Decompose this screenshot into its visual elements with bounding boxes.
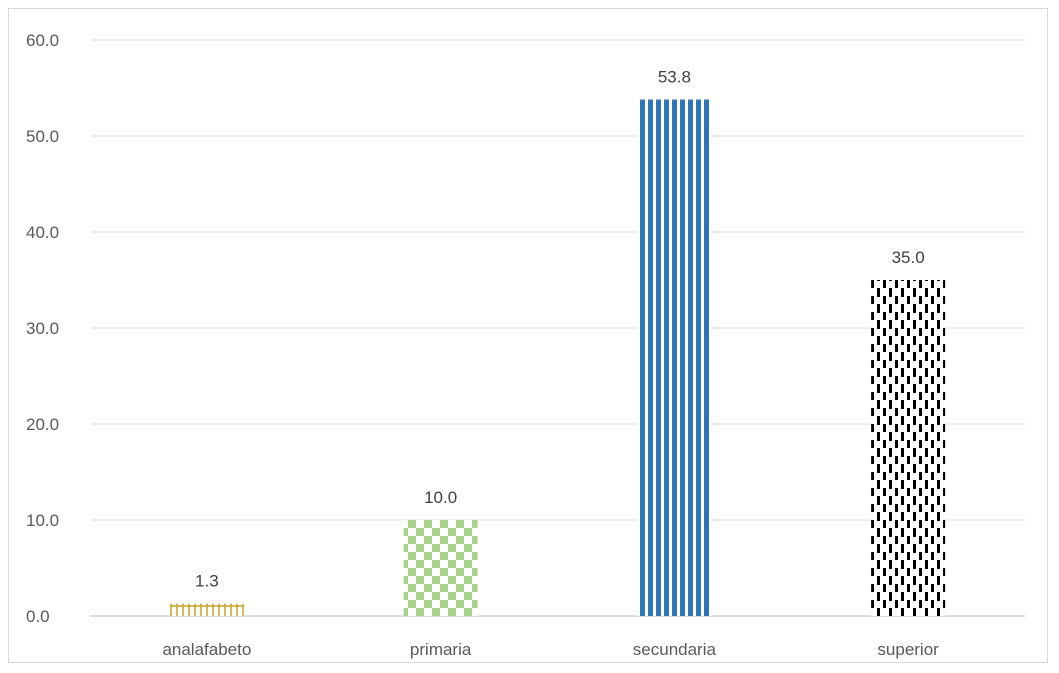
y-axis-ticks: 0.0 10.0 20.0 30.0 40.0 50.0 60.0 — [26, 31, 59, 626]
bar-superior — [871, 280, 946, 616]
y-tick-label-60: 60.0 — [26, 31, 59, 50]
x-axis-categories: analafabeto primaria secundaria superior — [162, 640, 939, 659]
bar-analafabeto — [169, 603, 244, 616]
y-tick-label-30: 30.0 — [26, 319, 59, 338]
data-label-secundaria: 53.8 — [658, 68, 691, 87]
bar-secundaria — [637, 99, 712, 616]
y-tick-label-50: 50.0 — [26, 127, 59, 146]
category-label-secundaria: secundaria — [633, 640, 717, 659]
y-tick-label-20: 20.0 — [26, 415, 59, 434]
y-tick-label-40: 40.0 — [26, 223, 59, 242]
category-label-analafabeto: analafabeto — [162, 640, 251, 659]
gridlines — [90, 39, 1025, 617]
data-labels: 1.3 10.0 53.8 35.0 — [195, 68, 925, 591]
category-label-primaria: primaria — [410, 640, 472, 659]
bars — [169, 99, 946, 616]
category-label-superior: superior — [877, 640, 939, 659]
y-tick-label-0: 0.0 — [26, 607, 50, 626]
y-tick-label-10: 10.0 — [26, 511, 59, 530]
data-label-superior: 35.0 — [892, 248, 925, 267]
data-label-primaria: 10.0 — [424, 488, 457, 507]
bar-primaria — [403, 520, 478, 616]
data-label-analafabeto: 1.3 — [195, 572, 219, 591]
